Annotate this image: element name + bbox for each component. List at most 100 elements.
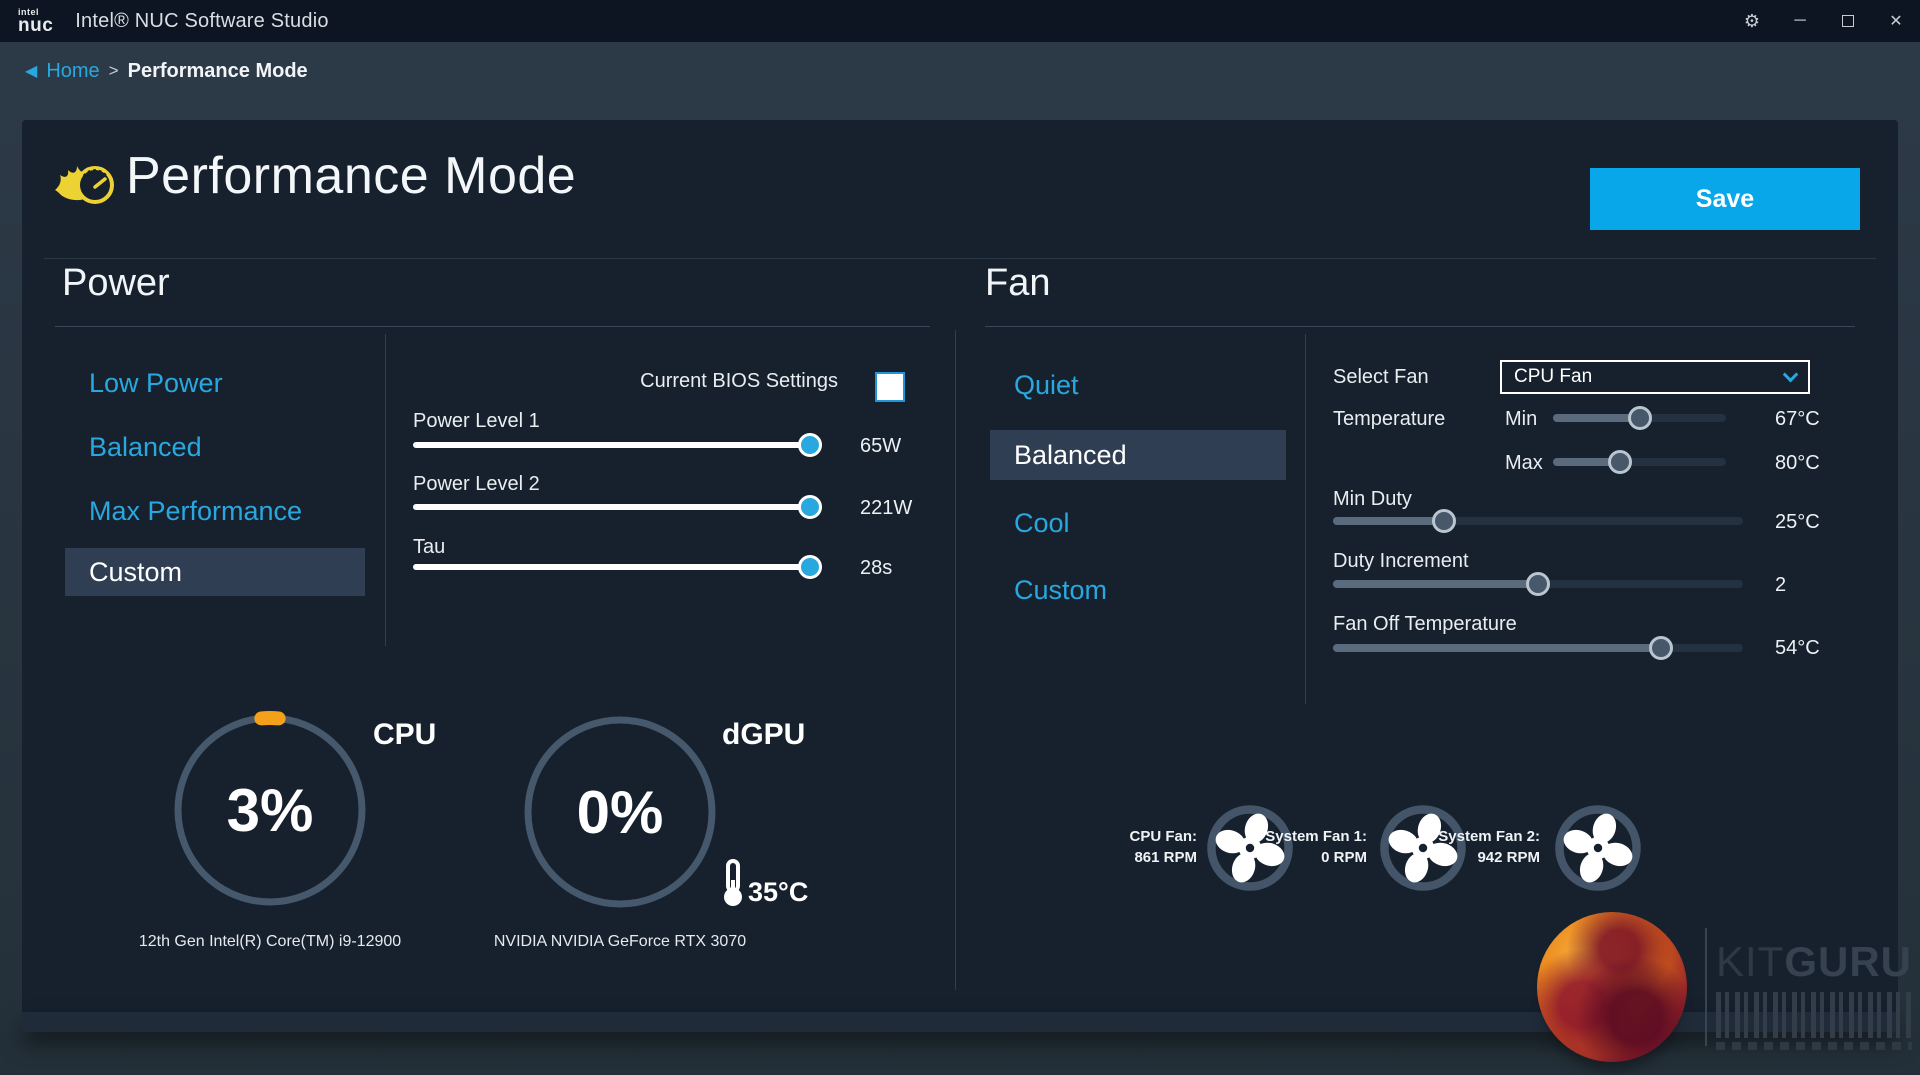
bios-settings-checkbox[interactable] [875, 372, 905, 402]
min-duty-label: Min Duty [1333, 488, 1412, 510]
gpu-temperature: 35°C [720, 858, 808, 908]
cpu-fan-name: CPU Fan: [1129, 828, 1198, 845]
fan-preset-custom[interactable]: Custom [990, 566, 1286, 614]
fan-preset-label: Cool [1014, 507, 1070, 538]
power-level-2-value: 221W [860, 497, 913, 519]
system-fan-1-name: System Fan 1: [1265, 828, 1367, 845]
thermometer-icon [724, 859, 742, 906]
power-preset-max-performance[interactable]: Max Performance [65, 487, 365, 535]
temp-max-fill [1553, 458, 1621, 466]
gpu-temperature-value: 35°C [748, 877, 809, 907]
power-level-2-label: Power Level 2 [413, 473, 540, 495]
kitguru-barcode-row2 [1716, 1042, 1912, 1050]
power-preset-label: Custom [89, 556, 183, 587]
power-level-1-thumb[interactable] [797, 433, 822, 457]
power-section-title: Power [62, 262, 170, 304]
min-duty-fill [1333, 517, 1444, 525]
power-level-2-slider[interactable] [413, 495, 822, 519]
fan-preset-quiet[interactable]: Quiet [990, 361, 1286, 409]
cpu-fan-icon [1207, 805, 1293, 891]
gpu-gauge-title: dGPU [722, 718, 806, 751]
tau-slider[interactable] [413, 555, 822, 579]
gpu-model-label: NVIDIA NVIDIA GeForce RTX 3070 [493, 933, 747, 950]
temp-min-thumb[interactable] [1627, 406, 1652, 430]
app-title: Intel® NUC Software Studio [75, 9, 329, 32]
kitguru-kit-text: KIT [1716, 938, 1785, 985]
select-fan-value: CPU Fan [1514, 366, 1593, 387]
kitguru-divider [1705, 928, 1707, 1046]
system-fan-1-readout: System Fan 1: 0 RPM [1227, 826, 1367, 868]
chevron-down-icon [1782, 366, 1799, 382]
kitguru-barcode [1716, 992, 1912, 1038]
temp-max-thumb[interactable] [1608, 450, 1633, 474]
system-fan-2-readout: System Fan 2: 942 RPM [1400, 826, 1540, 868]
kitguru-guru-text: GURU [1784, 938, 1913, 985]
power-preset-balanced[interactable]: Balanced [65, 423, 365, 471]
system-fan-2-rpm: 942 RPM [1477, 849, 1540, 866]
select-fan-dropdown[interactable]: CPU Fan [1500, 360, 1810, 394]
system-fan-2-icon [1555, 805, 1641, 891]
min-duty-thumb[interactable] [1431, 509, 1456, 533]
tau-value: 28s [860, 557, 893, 579]
breadcrumb-home-link[interactable]: Home [46, 59, 100, 82]
power-level-1-slider[interactable] [413, 433, 822, 457]
maximize-box [1842, 15, 1854, 27]
gpu-gauge-ring-svg [524, 716, 716, 908]
power-preset-label: Balanced [89, 431, 202, 462]
power-preset-custom[interactable]: Custom [65, 548, 365, 596]
duty-increment-slider[interactable] [1333, 572, 1743, 596]
cpu-fan-rpm: 861 RPM [1134, 849, 1197, 866]
system-fan-2-name: System Fan 2: [1438, 828, 1540, 845]
duty-increment-label: Duty Increment [1333, 550, 1469, 572]
save-button[interactable]: Save [1590, 168, 1860, 230]
cpu-gauge-title: CPU [373, 718, 437, 751]
close-icon[interactable]: ✕ [1889, 13, 1903, 30]
fan-preset-cool[interactable]: Cool [990, 499, 1286, 547]
page-title: Performance Mode [126, 147, 577, 205]
fan-off-temperature-fill [1333, 644, 1661, 652]
min-duty-slider[interactable] [1333, 509, 1743, 533]
power-level-2-thumb[interactable] [797, 495, 822, 519]
power-preset-low-power[interactable]: Low Power [65, 359, 365, 407]
temp-max-label: Max [1505, 452, 1543, 474]
bios-settings-label: Current BIOS Settings [640, 370, 838, 392]
temp-max-slider[interactable] [1553, 450, 1726, 474]
header-divider [44, 258, 1876, 259]
cpu-gauge-ring-svg [171, 711, 369, 909]
fan-off-temperature-slider[interactable] [1333, 636, 1743, 660]
power-inner-divider [385, 334, 386, 646]
performance-mode-icon [55, 166, 114, 204]
fan-off-temperature-label: Fan Off Temperature [1333, 613, 1517, 635]
fan-preset-label: Balanced [1014, 439, 1127, 470]
back-icon[interactable]: ◀ [25, 63, 38, 80]
tau-thumb[interactable] [797, 555, 822, 579]
fan-inner-divider [1305, 334, 1306, 704]
performance-mode-panel: Performance Mode Save Power Low Power Ba… [22, 120, 1898, 1012]
card-bottom-frame [22, 1012, 1898, 1032]
fan-preset-balanced[interactable]: Balanced [990, 430, 1286, 480]
breadcrumb-separator: > [108, 61, 119, 80]
window-controls: ⚙ ─ ✕ [1728, 0, 1920, 42]
duty-increment-value: 2 [1775, 574, 1787, 596]
settings-gear-icon[interactable]: ⚙ [1743, 10, 1761, 31]
duty-increment-fill [1333, 580, 1538, 588]
fan-underline [985, 326, 1855, 327]
fan-off-temperature-thumb[interactable] [1649, 636, 1673, 660]
kitguru-wordmark: KITGURU [1716, 938, 1912, 986]
tau-label: Tau [413, 536, 446, 558]
duty-increment-thumb[interactable] [1526, 572, 1550, 596]
temp-min-label: Min [1505, 408, 1538, 430]
power-level-1-label: Power Level 1 [413, 410, 540, 432]
logo-intel-text: intel [18, 6, 40, 17]
fan-off-temperature-value: 54°C [1775, 637, 1820, 659]
gpu-usage-value: 0% [576, 778, 664, 846]
maximize-icon[interactable] [1824, 0, 1872, 42]
temp-min-slider[interactable] [1553, 406, 1726, 430]
fan-section-title: Fan [985, 262, 1051, 304]
cpu-fan-readout: CPU Fan: 861 RPM [1057, 826, 1198, 868]
power-underline [55, 326, 930, 327]
minimize-icon[interactable]: ─ [1794, 12, 1806, 29]
breadcrumb: ◀ Home > Performance Mode [25, 56, 308, 86]
cpu-usage-value: 3% [226, 776, 314, 844]
